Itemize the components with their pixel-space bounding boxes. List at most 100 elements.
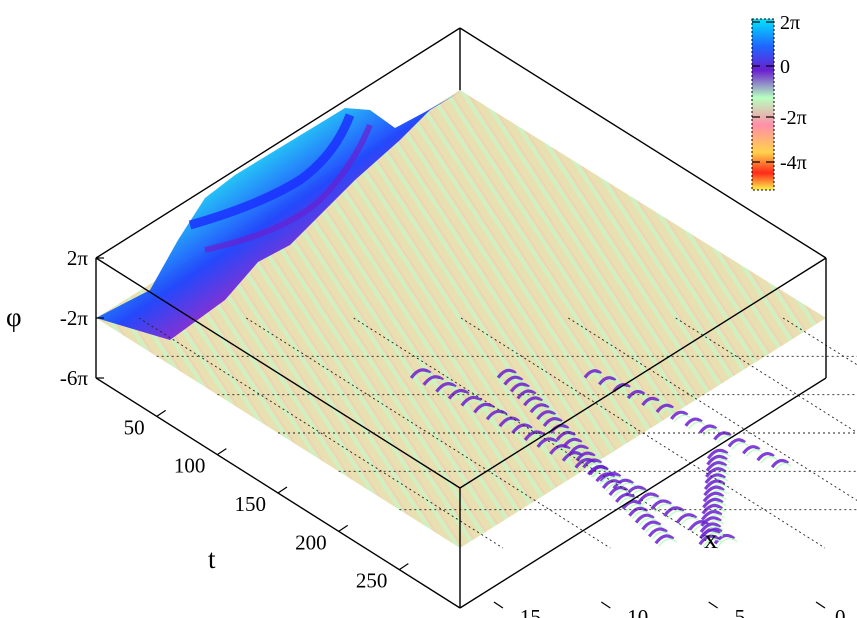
kink-5 [598, 376, 617, 386]
kink-69 [703, 479, 726, 491]
kink-40 [582, 458, 603, 469]
kink-50 [637, 492, 660, 504]
kink-27 [523, 430, 546, 441]
kink-58 [688, 520, 710, 531]
t-tick-mark-1 [217, 448, 227, 456]
kink-shadow-78 [702, 538, 723, 548]
colorbar [751, 18, 775, 191]
kink-24 [511, 423, 533, 435]
kink-54 [663, 506, 685, 517]
kink-61 [647, 527, 668, 538]
x-tick-label-1: -10 [620, 605, 648, 618]
kink-70 [703, 485, 725, 497]
kink-shadow-1 [500, 372, 520, 382]
kink-shadow-3 [426, 379, 447, 389]
kink-shadow-16 [533, 407, 552, 416]
kink-45 [595, 472, 616, 483]
kink-43 [588, 465, 609, 476]
kink-shadow-30 [540, 441, 561, 451]
kink-shadow-55 [631, 510, 651, 520]
kink-shadow-40 [585, 462, 605, 471]
kink-shadow-18 [489, 413, 510, 423]
kink-shadow-54 [666, 510, 688, 520]
grid-line-x-2 [353, 317, 718, 549]
kink-26 [698, 424, 718, 434]
kink-shadow-10 [520, 393, 539, 402]
kink-64 [706, 448, 729, 460]
kink-20 [670, 410, 689, 420]
kink-21 [498, 416, 521, 428]
kink-55 [628, 506, 649, 517]
x-tick-mark-3 [815, 601, 826, 609]
t-tick-mark-4 [399, 563, 409, 571]
kink-shadow-63 [658, 538, 677, 547]
kink-shadow-49 [612, 489, 631, 499]
kink-shadow-34 [572, 448, 592, 458]
grid-line-x-5 [675, 317, 857, 434]
kink-17 [655, 403, 674, 413]
kink-35 [742, 445, 761, 455]
kink-shadow-32 [731, 442, 749, 450]
z-axis-ticks: 2π -2π -6π [60, 246, 104, 390]
kink-15 [473, 402, 495, 414]
kink-12 [460, 395, 483, 407]
kink-19 [536, 410, 557, 421]
kink-63 [654, 534, 675, 545]
plateau-ridge-2 [204, 123, 373, 253]
kink-38 [756, 451, 775, 462]
kink-37 [575, 451, 596, 462]
kink-72 [702, 497, 724, 509]
kink-shadow-59 [645, 524, 664, 533]
colorbar-ticks: 2π 0 -2π -4π [752, 12, 807, 174]
kink-76 [699, 522, 722, 533]
kink-shadow-38 [760, 455, 778, 464]
kink-shadow-56 [679, 517, 700, 527]
kink-shadow-19 [539, 414, 559, 423]
kink-shadow-9 [451, 392, 472, 403]
kink-65 [706, 454, 728, 466]
kink-shadow-15 [476, 406, 498, 416]
kink-29 [713, 431, 732, 441]
kink-shadow-51 [618, 496, 638, 506]
t-tick-label-4: 250 [356, 569, 388, 593]
kink-8 [612, 382, 631, 393]
kink-53 [621, 499, 642, 510]
kink-22 [542, 417, 563, 427]
kink-shadow-28 [559, 434, 579, 444]
kink-shadow-43 [592, 469, 612, 478]
kink-shadow-20 [673, 414, 691, 423]
kink-30 [536, 437, 559, 448]
kink-14 [641, 396, 660, 407]
kink-66 [705, 461, 728, 472]
t-axis-ticks: 50 100 150 200 250 [124, 409, 409, 593]
t-tick-label-0: 50 [124, 415, 145, 439]
t-tick-label-1: 100 [174, 454, 206, 478]
z-tick-label-1: -2π [60, 306, 88, 330]
kink-trains [409, 368, 792, 548]
kink-0 [409, 368, 432, 379]
kink-41 [770, 458, 790, 469]
x-tick-mark-1 [600, 601, 611, 609]
colorbar-tick-label-0: 2π [780, 12, 800, 34]
kink-51 [615, 492, 636, 503]
kink-shadow-2 [587, 373, 605, 381]
kink-shadow-62 [717, 537, 738, 547]
kink-2 [583, 369, 602, 379]
kink-shadow-5 [601, 379, 619, 388]
kink-74 [700, 510, 723, 521]
kink-4 [503, 375, 524, 386]
kink-shadow-35 [745, 448, 763, 457]
kink-shadow-45 [599, 476, 618, 485]
kink-6 [435, 382, 457, 393]
kink-67 [705, 467, 727, 478]
kink-3 [422, 375, 445, 386]
t-tick-mark-0 [156, 409, 166, 417]
kink-62 [713, 533, 736, 545]
x-axis-ticks: -15-10-5051015 [493, 601, 846, 618]
grid-line-x-4 [568, 317, 857, 501]
z-axis-label: φ [6, 302, 22, 332]
kink-18 [485, 409, 508, 421]
kink-73 [701, 503, 724, 515]
kink-shadow-12 [464, 399, 485, 409]
